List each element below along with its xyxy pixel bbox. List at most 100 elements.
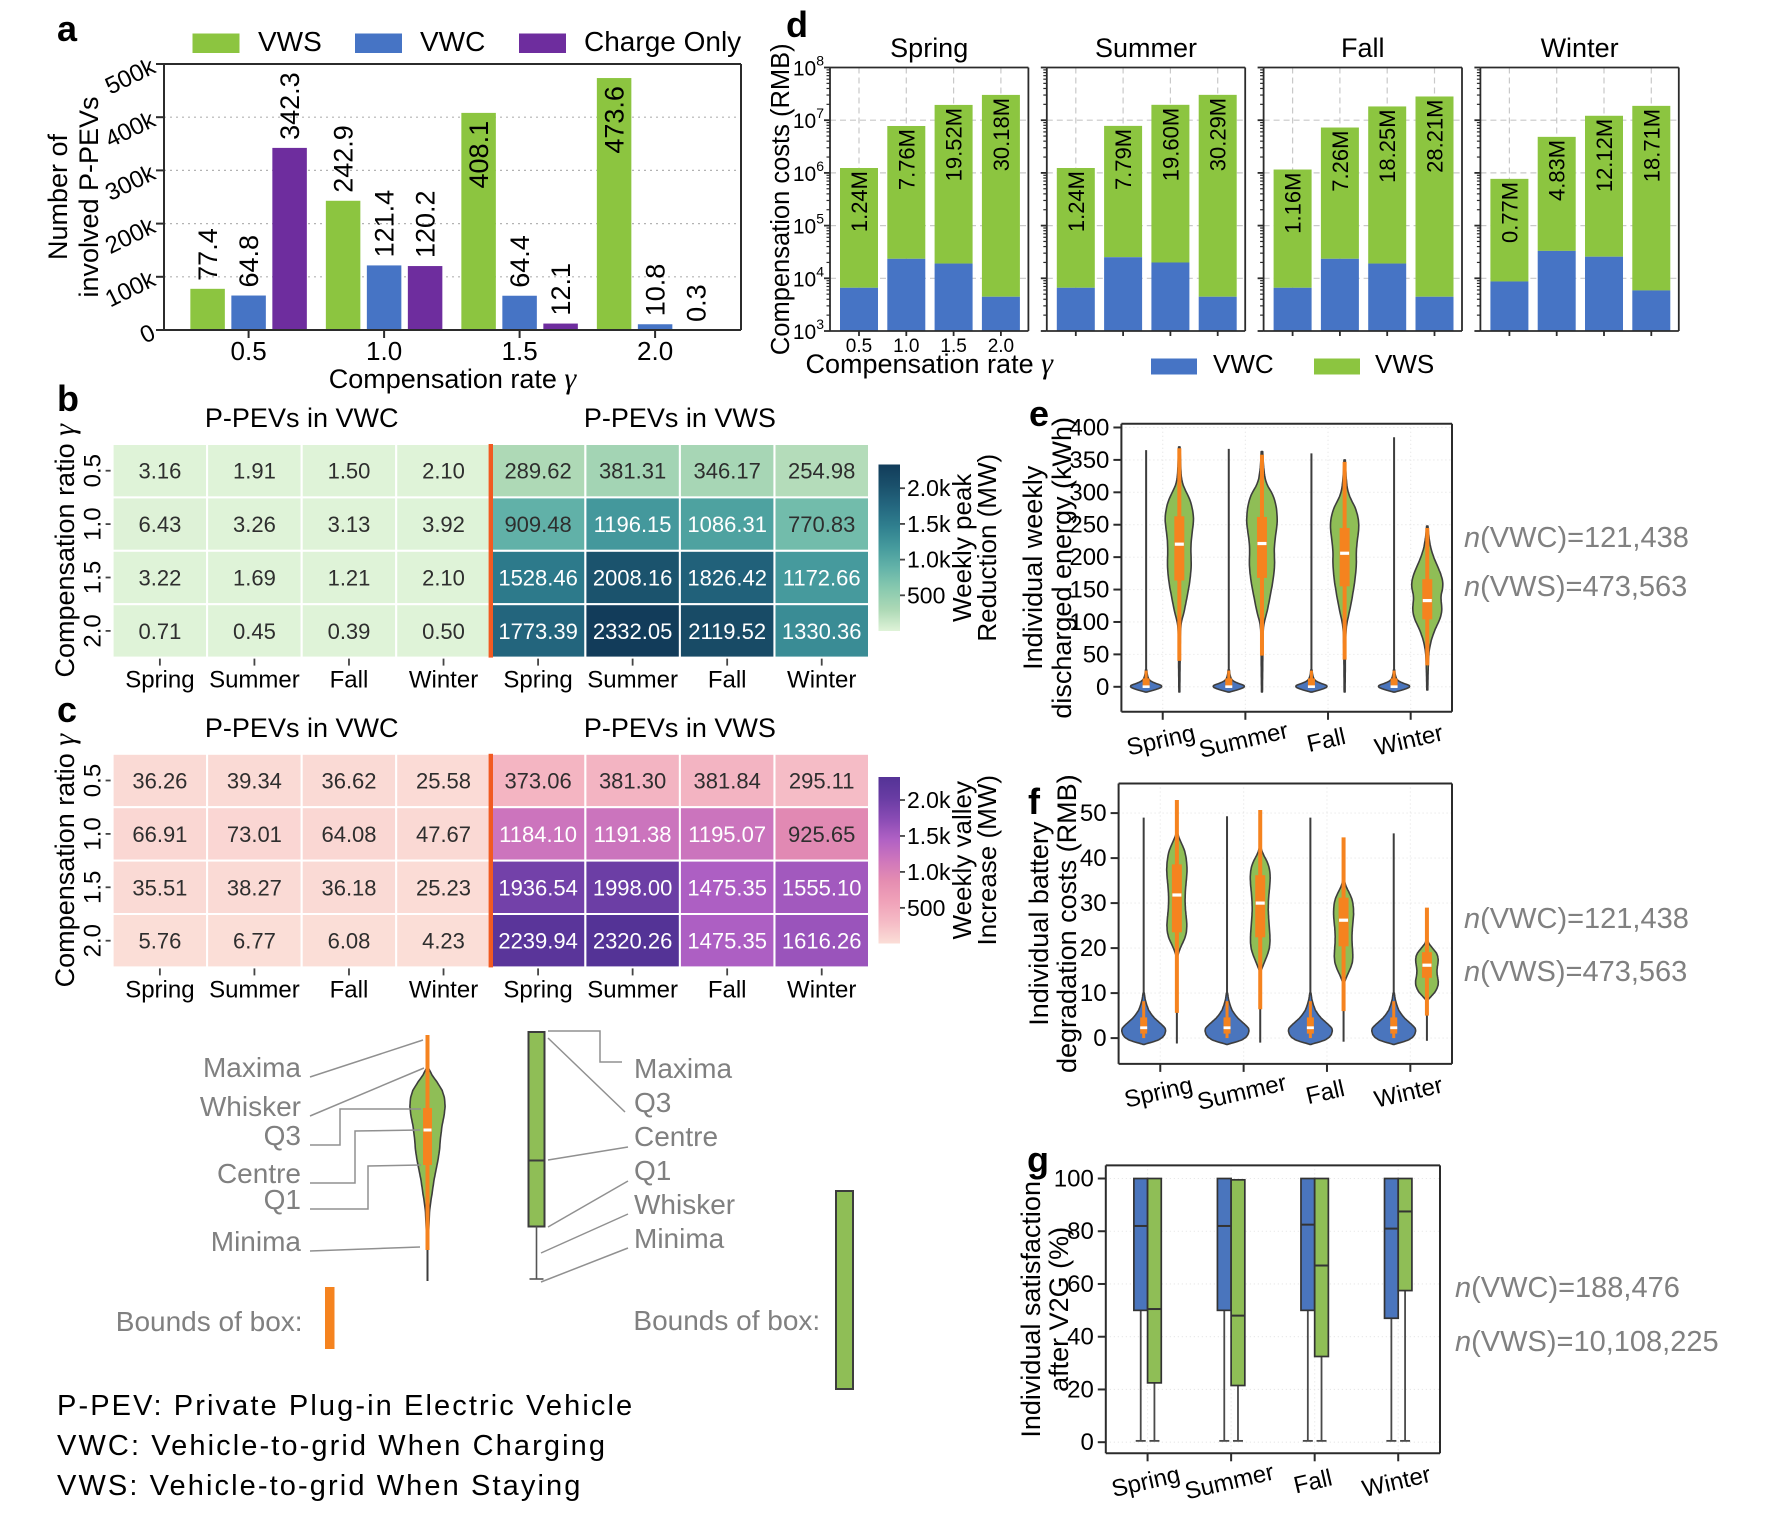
- svg-text:18.71M: 18.71M: [1639, 109, 1664, 182]
- svg-text:12.12M: 12.12M: [1592, 119, 1617, 192]
- svg-text:Summer: Summer: [587, 667, 678, 694]
- svg-text:n(VWS)=10,108,225: n(VWS)=10,108,225: [1455, 1326, 1719, 1358]
- svg-text:1.0: 1.0: [80, 817, 107, 850]
- svg-text:342.3: 342.3: [275, 72, 305, 140]
- svg-text:Q1: Q1: [264, 1184, 301, 1215]
- svg-text:25.23: 25.23: [416, 875, 471, 900]
- svg-text:2239.94: 2239.94: [498, 929, 578, 954]
- svg-text:Reduction (MW): Reduction (MW): [972, 454, 1002, 642]
- svg-text:10.8: 10.8: [641, 264, 671, 317]
- svg-text:Spring: Spring: [125, 976, 194, 1003]
- svg-text:1191.38: 1191.38: [594, 822, 672, 847]
- svg-text:1.16M: 1.16M: [1281, 173, 1306, 234]
- svg-text:Spring: Spring: [503, 667, 572, 694]
- svg-text:909.48: 909.48: [504, 512, 571, 537]
- svg-text:0.71: 0.71: [138, 619, 181, 644]
- svg-text:Q1: Q1: [634, 1155, 671, 1186]
- svg-text:1555.10: 1555.10: [782, 875, 862, 900]
- svg-text:4.83M: 4.83M: [1545, 140, 1570, 201]
- svg-text:1.0k: 1.0k: [907, 859, 951, 885]
- svg-text:Summer: Summer: [587, 976, 678, 1003]
- svg-text:64.4: 64.4: [505, 235, 535, 288]
- svg-text:18.25M: 18.25M: [1375, 109, 1400, 182]
- svg-text:Whisker: Whisker: [200, 1091, 301, 1122]
- svg-text:346.17: 346.17: [694, 459, 761, 484]
- svg-text:35.51: 35.51: [132, 875, 187, 900]
- svg-text:0: 0: [1093, 1025, 1106, 1052]
- svg-text:VWS: Vehicle-to-grid When Stay: VWS: Vehicle-to-grid When Staying: [57, 1470, 582, 1502]
- svg-text:121.4: 121.4: [370, 190, 400, 258]
- svg-text:0: 0: [1080, 1429, 1093, 1456]
- svg-text:289.62: 289.62: [504, 459, 571, 484]
- svg-text:g: g: [1027, 1139, 1049, 1180]
- svg-text:1.0: 1.0: [80, 507, 107, 540]
- svg-text:Q3: Q3: [264, 1120, 301, 1151]
- svg-text:1184.10: 1184.10: [499, 822, 577, 847]
- svg-text:1475.35: 1475.35: [687, 929, 767, 954]
- svg-text:50: 50: [1080, 800, 1107, 827]
- svg-text:Fall: Fall: [330, 667, 369, 694]
- svg-text:0.3: 0.3: [682, 284, 712, 322]
- svg-text:3.92: 3.92: [422, 512, 465, 537]
- svg-text:c: c: [57, 689, 77, 730]
- svg-text:Winter: Winter: [409, 667, 478, 694]
- svg-text:25.58: 25.58: [416, 769, 471, 794]
- svg-text:discharged energy (kWh): discharged energy (kWh): [1047, 417, 1077, 719]
- svg-text:Fall: Fall: [1341, 33, 1385, 63]
- svg-text:1330.36: 1330.36: [782, 619, 862, 644]
- svg-text:6.43: 6.43: [138, 512, 181, 537]
- svg-text:Winter: Winter: [787, 976, 856, 1003]
- svg-text:Winter: Winter: [787, 667, 856, 694]
- svg-text:2.10: 2.10: [422, 566, 465, 591]
- svg-text:Compensation ratio γ: Compensation ratio γ: [48, 733, 81, 988]
- svg-text:P-PEVs in VWC: P-PEVs in VWC: [205, 403, 399, 433]
- svg-text:Increase (MW): Increase (MW): [972, 775, 1002, 945]
- svg-text:after V2G (%): after V2G (%): [1044, 1227, 1074, 1392]
- svg-text:VWC: VWC: [1213, 349, 1274, 379]
- svg-text:12.1: 12.1: [546, 263, 576, 316]
- svg-text:500: 500: [907, 895, 945, 921]
- svg-text:3.13: 3.13: [328, 512, 371, 537]
- svg-text:VWC: VWC: [420, 26, 485, 57]
- svg-text:77.4: 77.4: [193, 228, 223, 281]
- svg-text:10: 10: [1080, 980, 1107, 1007]
- svg-text:b: b: [57, 378, 79, 419]
- svg-text:500: 500: [907, 582, 945, 608]
- svg-text:3.22: 3.22: [138, 566, 181, 591]
- svg-text:1475.35: 1475.35: [687, 875, 767, 900]
- svg-text:P-PEVs in VWC: P-PEVs in VWC: [205, 713, 399, 743]
- svg-text:6.08: 6.08: [328, 929, 371, 954]
- svg-text:Maxima: Maxima: [634, 1053, 732, 1084]
- svg-text:2.0: 2.0: [80, 924, 107, 957]
- svg-text:1.5: 1.5: [80, 871, 107, 904]
- svg-text:1.69: 1.69: [233, 566, 276, 591]
- svg-text:Spring: Spring: [890, 33, 968, 63]
- svg-text:Individual satisfaction: Individual satisfaction: [1016, 1181, 1046, 1438]
- svg-text:1172.66: 1172.66: [783, 566, 861, 591]
- svg-text:Compensation costs (RMB): Compensation costs (RMB): [767, 43, 795, 355]
- svg-text:Summer: Summer: [209, 976, 300, 1003]
- svg-text:2320.26: 2320.26: [593, 929, 673, 954]
- svg-text:1.5: 1.5: [502, 336, 538, 366]
- svg-text:VWS: VWS: [1375, 349, 1434, 379]
- svg-text:Individual weekly: Individual weekly: [1018, 465, 1048, 670]
- svg-text:0: 0: [1096, 674, 1109, 701]
- svg-text:7.76M: 7.76M: [894, 129, 919, 190]
- svg-text:2119.52: 2119.52: [688, 619, 766, 644]
- svg-text:50: 50: [1083, 641, 1110, 668]
- svg-text:0.45: 0.45: [233, 619, 276, 644]
- svg-text:2.0: 2.0: [80, 614, 107, 647]
- svg-text:P-PEV: Private Plug-in Electri: P-PEV: Private Plug-in Electric Vehicle: [57, 1390, 634, 1422]
- svg-text:6.77: 6.77: [233, 929, 276, 954]
- svg-text:40: 40: [1080, 845, 1107, 872]
- svg-text:2.10: 2.10: [422, 459, 465, 484]
- svg-text:1196.15: 1196.15: [594, 512, 672, 537]
- svg-text:Individual battery: Individual battery: [1024, 821, 1054, 1026]
- svg-text:3.16: 3.16: [138, 459, 181, 484]
- svg-text:1.5k: 1.5k: [907, 823, 951, 849]
- svg-text:381.30: 381.30: [599, 769, 666, 794]
- svg-text:1.0: 1.0: [366, 336, 402, 366]
- svg-text:n(VWS)=473,563: n(VWS)=473,563: [1464, 956, 1687, 988]
- svg-text:373.06: 373.06: [504, 769, 571, 794]
- svg-text:Maxima: Maxima: [203, 1052, 301, 1083]
